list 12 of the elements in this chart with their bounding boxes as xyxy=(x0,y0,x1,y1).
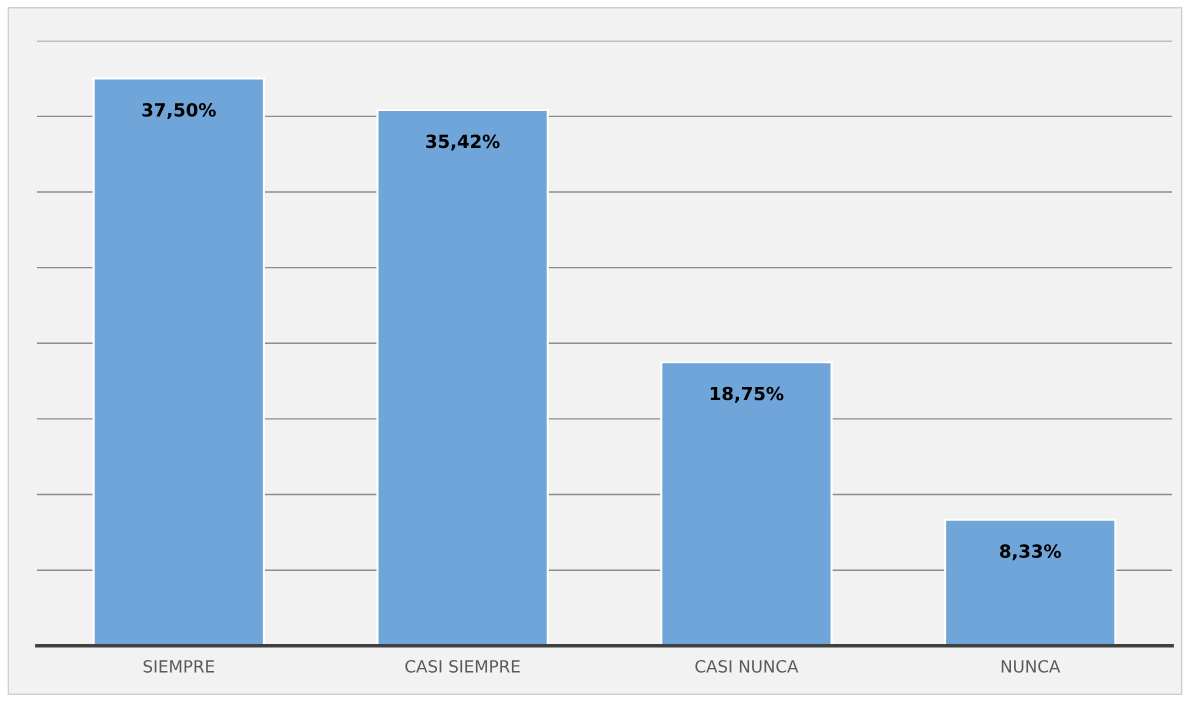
bar xyxy=(660,361,833,646)
x-tick-label: SIEMPRE xyxy=(143,660,215,673)
data-label: 35,42% xyxy=(426,134,500,151)
data-label: 18,75% xyxy=(710,386,784,403)
x-tick-label: CASI NUNCA xyxy=(695,660,799,673)
bar xyxy=(376,108,549,646)
x-tick-label: CASI SIEMPRE xyxy=(405,660,520,673)
data-label: 8,33% xyxy=(1000,544,1061,561)
bar xyxy=(92,77,265,646)
bar xyxy=(944,518,1117,646)
x-tick-label: NUNCA xyxy=(1001,660,1061,673)
data-label: 37,50% xyxy=(142,103,216,120)
